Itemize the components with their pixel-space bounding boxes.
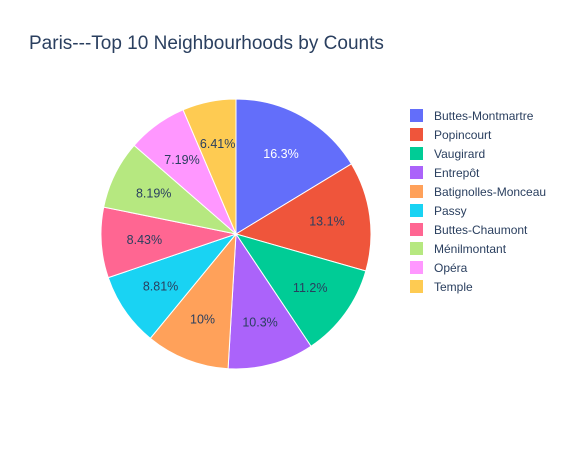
legend-swatch-1 (410, 128, 423, 141)
chart-title: Paris---Top 10 Neighbourhoods by Counts (29, 33, 384, 54)
legend-item-8[interactable]: Opéra (410, 258, 546, 277)
legend-swatch-0 (410, 109, 423, 122)
legend-swatch-2 (410, 147, 423, 160)
legend-item-7[interactable]: Ménilmontant (410, 239, 546, 258)
legend-swatch-5 (410, 204, 423, 217)
slice-label-2: 11.2% (293, 281, 328, 295)
legend-item-3[interactable]: Entrepôt (410, 163, 546, 182)
legend-label-0: Buttes-Montmartre (434, 108, 534, 123)
legend-item-0[interactable]: Buttes-Montmartre (410, 106, 546, 125)
legend-label-5: Passy (434, 203, 467, 218)
legend-item-4[interactable]: Batignolles-Monceau (410, 182, 546, 201)
slice-label-1: 13.1% (309, 215, 344, 229)
pie-slice-9[interactable] (182, 98, 237, 235)
pie-slice-1[interactable] (234, 163, 372, 272)
legend-label-4: Batignolles-Monceau (434, 184, 547, 199)
legend-item-1[interactable]: Popincourt (410, 125, 546, 144)
legend-label-9: Temple (434, 279, 473, 294)
legend: Buttes-Montmartre Popincourt Vaugirard Entr… (410, 106, 546, 296)
slice-label-8: 7.19% (164, 153, 199, 167)
legend-label-3: Entrepôt (434, 165, 480, 180)
pie-slice-4[interactable] (149, 232, 237, 370)
legend-label-8: Opéra (434, 260, 468, 275)
slice-label-7: 8.19% (136, 186, 171, 200)
legend-swatch-9 (410, 280, 423, 293)
slice-label-3: 10.3% (242, 316, 277, 330)
slice-label-6: 8.43% (127, 233, 162, 247)
legend-item-9[interactable]: Temple (410, 277, 546, 296)
slice-label-9: 6.41% (200, 137, 235, 151)
legend-label-6: Buttes-Chaumont (434, 222, 528, 237)
legend-swatch-6 (410, 223, 423, 236)
pie-slice-3[interactable] (227, 232, 312, 370)
slice-label-4: 10% (190, 312, 215, 326)
legend-swatch-7 (410, 242, 423, 255)
legend-swatch-8 (410, 261, 423, 274)
legend-label-1: Popincourt (434, 127, 492, 142)
legend-item-2[interactable]: Vaugirard (410, 144, 546, 163)
legend-item-5[interactable]: Passy (410, 201, 546, 220)
legend-label-2: Vaugirard (434, 146, 486, 161)
pie-slice-0[interactable] (235, 98, 353, 235)
slice-label-5: 8.81% (143, 279, 178, 293)
legend-label-7: Ménilmontant (434, 241, 507, 256)
legend-item-6[interactable]: Buttes-Chaumont (410, 220, 546, 239)
pie-slice-2[interactable] (234, 233, 367, 347)
slice-label-0: 16.3% (263, 147, 298, 161)
legend-swatch-4 (410, 185, 423, 198)
legend-swatch-3 (410, 166, 423, 179)
